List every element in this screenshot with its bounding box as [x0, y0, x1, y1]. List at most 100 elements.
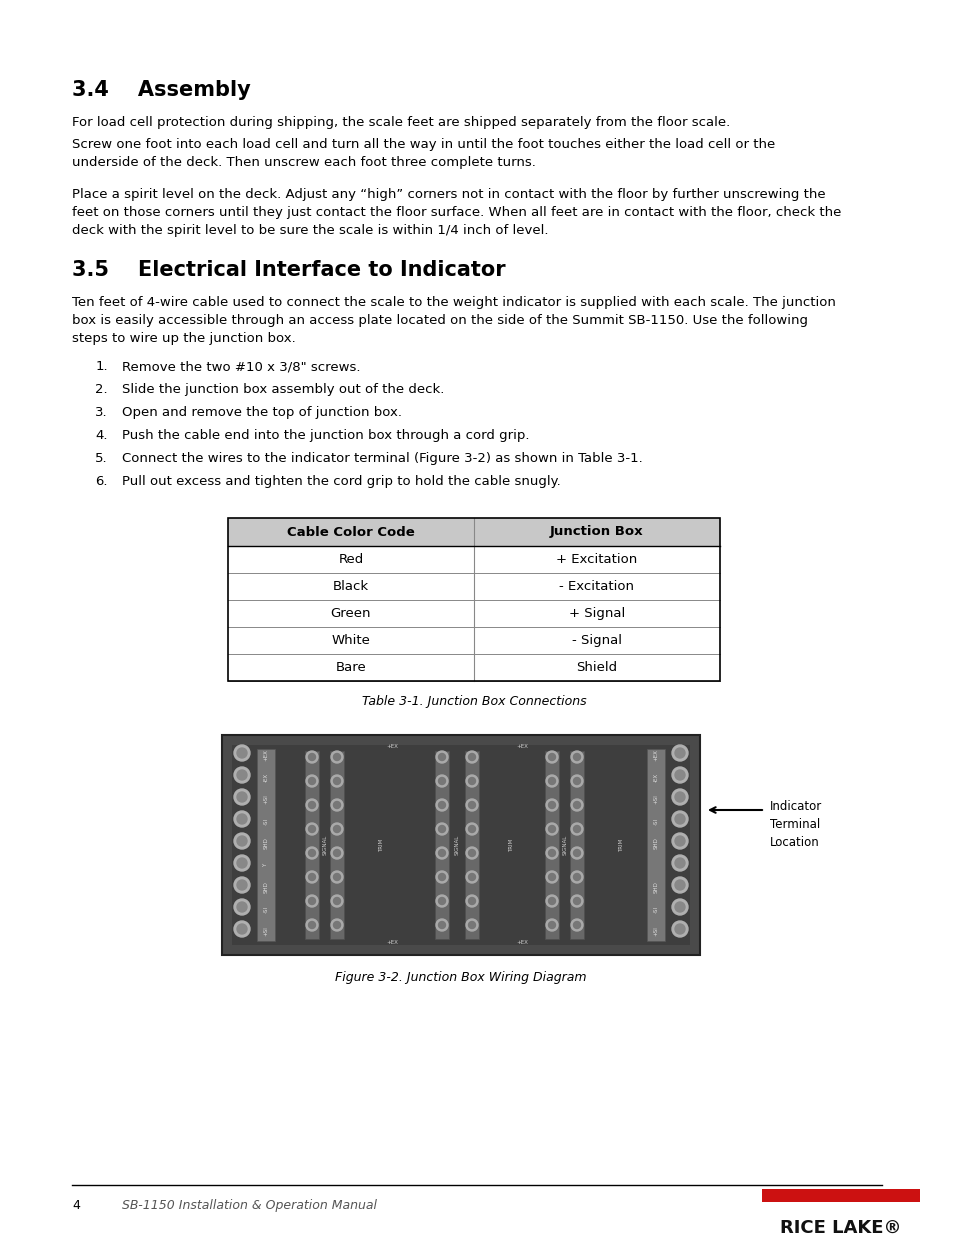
- Bar: [569, 751, 583, 939]
- Text: 3.5    Electrical Interface to Indicator: 3.5 Electrical Interface to Indicator: [71, 261, 505, 280]
- Circle shape: [331, 776, 343, 787]
- Circle shape: [548, 921, 555, 929]
- Circle shape: [571, 919, 582, 931]
- Circle shape: [436, 895, 448, 906]
- Text: 4.: 4.: [95, 429, 108, 442]
- Text: SHD: SHD: [653, 837, 658, 848]
- Bar: [228, 517, 720, 546]
- Circle shape: [571, 847, 582, 860]
- Circle shape: [233, 832, 250, 848]
- Circle shape: [334, 778, 340, 784]
- Text: Bare: Bare: [335, 661, 366, 674]
- Circle shape: [236, 814, 247, 824]
- Circle shape: [438, 873, 445, 881]
- Circle shape: [438, 921, 445, 929]
- Circle shape: [233, 921, 250, 937]
- Text: 3.4    Assembly: 3.4 Assembly: [71, 80, 251, 100]
- Circle shape: [675, 836, 684, 846]
- Circle shape: [334, 753, 340, 761]
- Circle shape: [571, 799, 582, 811]
- Circle shape: [573, 850, 579, 857]
- Text: + Signal: + Signal: [568, 606, 624, 620]
- Circle shape: [233, 767, 250, 783]
- Circle shape: [306, 751, 317, 763]
- Circle shape: [465, 895, 477, 906]
- Circle shape: [436, 919, 448, 931]
- Bar: [228, 546, 720, 573]
- Circle shape: [465, 751, 477, 763]
- Circle shape: [438, 898, 445, 904]
- Circle shape: [233, 745, 250, 761]
- Bar: [232, 745, 689, 945]
- Circle shape: [236, 858, 247, 868]
- Text: SIGNAL: SIGNAL: [322, 835, 327, 855]
- Text: TRIM: TRIM: [509, 839, 514, 852]
- Circle shape: [438, 825, 445, 832]
- Circle shape: [465, 776, 477, 787]
- Circle shape: [675, 748, 684, 758]
- Circle shape: [468, 850, 475, 857]
- Circle shape: [545, 871, 558, 883]
- Circle shape: [236, 836, 247, 846]
- Circle shape: [233, 789, 250, 805]
- Circle shape: [236, 902, 247, 911]
- Circle shape: [236, 748, 247, 758]
- Circle shape: [334, 898, 340, 904]
- Circle shape: [308, 873, 315, 881]
- Text: Pull out excess and tighten the cord grip to hold the cable snugly.: Pull out excess and tighten the cord gri…: [122, 475, 560, 488]
- Text: +SI: +SI: [263, 794, 268, 804]
- Text: Place a spirit level on the deck. Adjust any “high” corners not in contact with : Place a spirit level on the deck. Adjust…: [71, 188, 841, 237]
- Text: +SI: +SI: [263, 926, 268, 936]
- Text: - Signal: - Signal: [572, 634, 621, 647]
- Circle shape: [436, 776, 448, 787]
- Bar: [544, 751, 558, 939]
- Circle shape: [573, 825, 579, 832]
- Circle shape: [675, 902, 684, 911]
- Text: Table 3-1. Junction Box Connections: Table 3-1. Junction Box Connections: [361, 695, 586, 708]
- Text: +EX: +EX: [653, 750, 658, 761]
- Circle shape: [545, 919, 558, 931]
- Text: SHD: SHD: [263, 881, 268, 893]
- Circle shape: [308, 753, 315, 761]
- Circle shape: [671, 877, 687, 893]
- Circle shape: [438, 753, 445, 761]
- Text: White: White: [332, 634, 370, 647]
- Circle shape: [548, 873, 555, 881]
- Text: 2.: 2.: [95, 383, 108, 396]
- Circle shape: [671, 767, 687, 783]
- Bar: [228, 573, 720, 600]
- Circle shape: [233, 899, 250, 915]
- Text: Push the cable end into the junction box through a cord grip.: Push the cable end into the junction box…: [122, 429, 529, 442]
- Text: -SI: -SI: [263, 818, 268, 825]
- Text: For load cell protection during shipping, the scale feet are shipped separately : For load cell protection during shipping…: [71, 116, 729, 128]
- Text: TRIM: TRIM: [618, 839, 624, 852]
- Circle shape: [671, 899, 687, 915]
- Circle shape: [334, 825, 340, 832]
- Circle shape: [548, 898, 555, 904]
- Text: Green: Green: [331, 606, 371, 620]
- Circle shape: [436, 823, 448, 835]
- Circle shape: [548, 825, 555, 832]
- Circle shape: [548, 753, 555, 761]
- Circle shape: [548, 802, 555, 809]
- Circle shape: [331, 751, 343, 763]
- Circle shape: [675, 924, 684, 934]
- Circle shape: [331, 919, 343, 931]
- Circle shape: [236, 924, 247, 934]
- Circle shape: [545, 895, 558, 906]
- Bar: [256, 748, 274, 941]
- Circle shape: [436, 847, 448, 860]
- Text: Red: Red: [338, 553, 363, 566]
- Circle shape: [236, 792, 247, 802]
- Circle shape: [465, 871, 477, 883]
- Text: 6.: 6.: [95, 475, 108, 488]
- Circle shape: [468, 873, 475, 881]
- Circle shape: [573, 778, 579, 784]
- Text: Y: Y: [263, 863, 268, 867]
- Circle shape: [671, 745, 687, 761]
- Circle shape: [306, 919, 317, 931]
- Text: Black: Black: [333, 580, 369, 593]
- Bar: [305, 751, 318, 939]
- Circle shape: [573, 921, 579, 929]
- Text: SB-1150 Installation & Operation Manual: SB-1150 Installation & Operation Manual: [122, 1199, 376, 1212]
